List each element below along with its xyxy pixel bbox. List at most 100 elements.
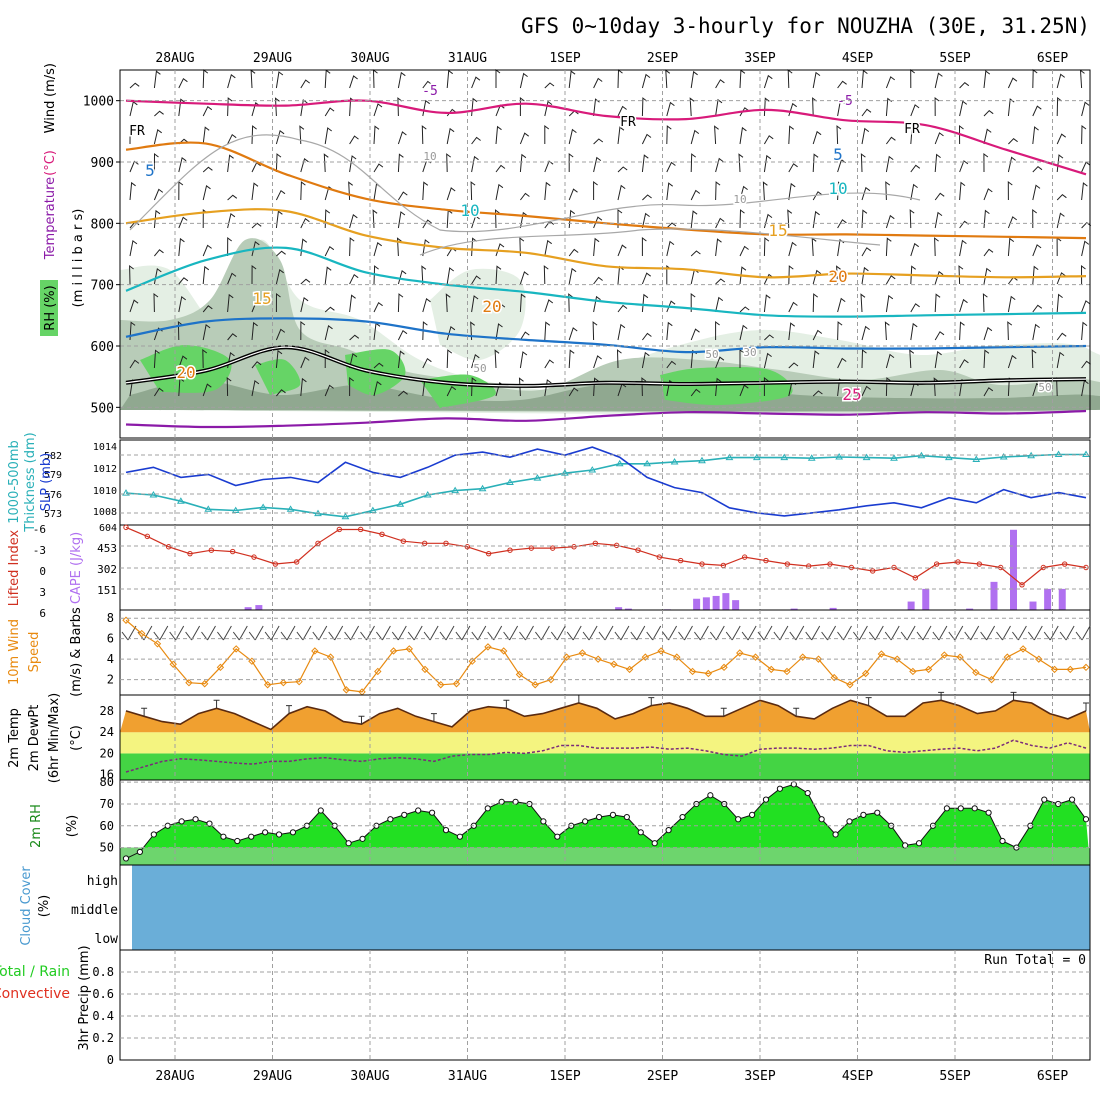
minmax-label: (6hr Min/Max) (47, 693, 62, 783)
wind-barb (983, 152, 989, 173)
wind-barb (715, 278, 726, 285)
wind-barb (641, 154, 649, 173)
rh2m-point (957, 805, 964, 812)
date-label-bottom: 4SEP (842, 1069, 873, 1084)
wind10m-point (547, 675, 555, 684)
wind10m-barb (662, 625, 678, 641)
wind-barb (519, 351, 528, 369)
pressure-left-labels: Wind (m/s) Temperature(°C) RH (%) (m i l l i… (40, 63, 86, 336)
wind-barb (300, 377, 307, 397)
wind-barb (178, 296, 186, 313)
wind-barb (885, 294, 894, 313)
wind-barb (544, 299, 554, 313)
wind10m-barb (296, 625, 312, 641)
contour-label: FR (620, 115, 636, 130)
wind-barb (495, 303, 506, 313)
wind-barb (178, 355, 188, 369)
wind-barb (397, 71, 406, 89)
wind-barb (715, 321, 720, 340)
contour-15 (125, 208, 1087, 279)
li-tick-label: 0 (39, 565, 46, 578)
date-label-bottom: 6SEP (1037, 1069, 1068, 1084)
contour-label: 25 (842, 385, 861, 404)
wind-barb (1032, 244, 1042, 257)
thickness-point (615, 459, 624, 467)
wind-barb (739, 126, 747, 145)
contour-10 (125, 246, 1087, 318)
wind-barb (178, 216, 188, 229)
cloud-level-label: low (95, 932, 119, 947)
rh2m-point (317, 807, 324, 814)
thickness-tick-label: 579 (44, 470, 62, 481)
wind-barb (861, 266, 869, 285)
wind-barb (983, 110, 994, 117)
wind-barb (568, 387, 579, 397)
wind-barb (300, 217, 310, 229)
wind10m-barb (280, 625, 296, 641)
wind-barb (983, 128, 992, 145)
wind-barb (983, 267, 992, 285)
wind10m-point (720, 663, 728, 672)
rh2m-point (1082, 816, 1090, 823)
thickness-line (125, 453, 1086, 518)
lifted-index-point (272, 561, 279, 567)
wind-barb (1007, 321, 1013, 341)
wind10m-barb (550, 625, 566, 641)
wind-barb (836, 125, 842, 145)
rh2m-point (136, 848, 144, 856)
wind-barb (690, 388, 701, 397)
rh2m-point (665, 827, 672, 834)
wind10m-barb (694, 625, 709, 641)
wind-barb (837, 321, 843, 341)
pressure-panel: -5 -5 FR FR FR 5 5 10 10 15 15 20 20 20 25 10 10 50 30 50 50 (120, 68, 1100, 438)
wind-barb (275, 293, 281, 313)
thickness-point (643, 459, 652, 467)
wind-barb (494, 209, 500, 229)
wind-barb (568, 327, 578, 341)
pressure-tick-label: 700 (91, 279, 114, 294)
lifted-index-point (955, 559, 961, 565)
wind-barb (690, 293, 696, 312)
wind-barb (762, 181, 768, 201)
temp-minmax-bar (575, 694, 582, 703)
wind-barb (470, 181, 476, 201)
wind-barb (715, 157, 724, 173)
temp-band-yellow (120, 732, 1090, 754)
thickness-point (670, 457, 679, 465)
rh2m-point (401, 811, 408, 818)
wind10m-barb (1027, 625, 1043, 641)
wind-barb (373, 362, 384, 369)
wind-barb (519, 293, 526, 313)
wind-barb (349, 237, 355, 257)
dewpt2m-label: 2m DewPt (27, 705, 42, 772)
wind10m-units-label: (m/s) & Barbs (69, 607, 84, 697)
wind-barb (422, 297, 431, 313)
thickness-frame (119, 439, 1091, 526)
wind-barb (1032, 105, 1042, 117)
rh2m-line (125, 783, 1087, 859)
temp-minmax-bar (358, 715, 365, 725)
wind-barb (153, 292, 159, 313)
wind-barb (763, 237, 770, 257)
wind10m-point (122, 616, 130, 624)
wind10m-point (562, 653, 571, 661)
wind-barb (763, 74, 773, 89)
wind-barb (568, 188, 578, 201)
wind-barb (885, 377, 892, 397)
thickness-point (725, 453, 734, 461)
wind-barb (300, 157, 309, 173)
wind-barb (153, 153, 159, 173)
wind-barb (617, 244, 627, 257)
wind10m-point (751, 653, 760, 661)
wind-barb (592, 321, 598, 341)
contour-label: 15 (252, 289, 271, 308)
wind-barb (983, 326, 993, 341)
date-label-bottom: 30AUG (350, 1069, 389, 1084)
wind10m-point (956, 653, 964, 661)
wind10m-barb (1043, 625, 1059, 641)
wind-barb (495, 164, 506, 173)
wind-barb (641, 133, 652, 145)
wind10m-point (861, 669, 870, 678)
wind-barb (812, 191, 823, 201)
wind-barb (544, 125, 550, 144)
